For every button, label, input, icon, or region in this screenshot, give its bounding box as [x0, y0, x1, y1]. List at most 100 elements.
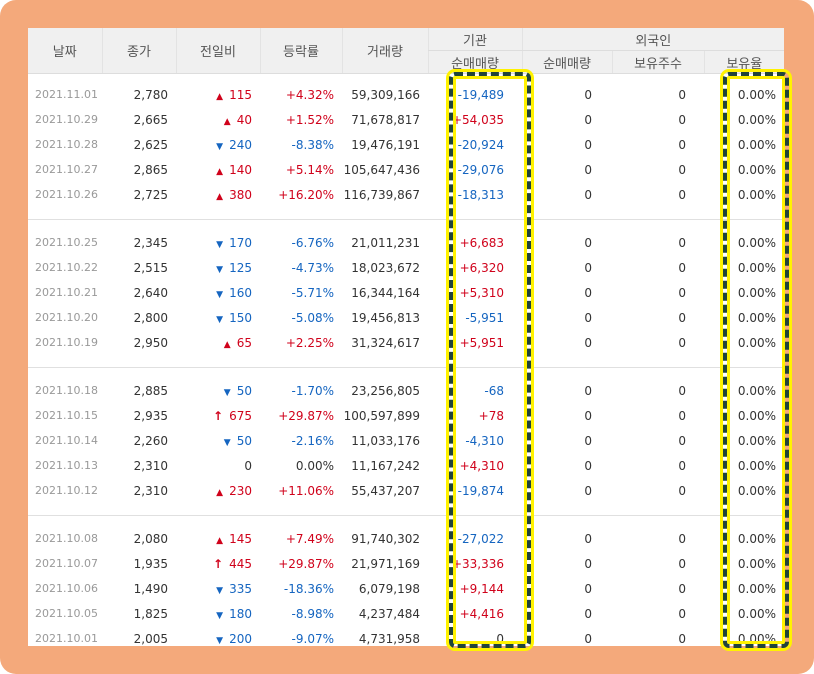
- table-row: 2021.10.01 2,005 ▼ 200 -9.07% 4,731,958 0 0 0 0.0…: [28, 626, 784, 646]
- header-foreign-ratio[interactable]: 보유율: [703, 50, 784, 74]
- cell-change-value: 50: [236, 433, 252, 448]
- cell-rate: +2.25%: [285, 335, 334, 350]
- header-foreign-shares[interactable]: 보유주수: [611, 50, 704, 74]
- cell-volume: 23,256,805: [351, 383, 420, 398]
- cell-rate: +11.06%: [278, 483, 334, 498]
- cell-foreign-ratio: 0.00%: [737, 285, 777, 300]
- triangle-up-icon: ▲: [216, 191, 224, 202]
- cell-foreign-net: 0: [584, 112, 592, 127]
- group-divider: [28, 355, 784, 368]
- cell-rate: -9.07%: [291, 631, 334, 646]
- cell-volume: 91,740,302: [351, 531, 420, 546]
- cell-foreign-shares: 0: [678, 631, 686, 646]
- header-rate[interactable]: 등락률: [259, 28, 342, 74]
- cell-change: ▼ 170: [176, 230, 260, 255]
- cell-foreign-ratio: 0.00%: [737, 483, 777, 498]
- table-row: 2021.11.01 2,780 ▲ 115 +4.32% 59,309,166 -19,4…: [28, 82, 784, 107]
- cell-volume: 18,023,672: [351, 260, 420, 275]
- cell-volume: 21,971,169: [351, 556, 420, 571]
- cell-institution-net: +33,336: [451, 556, 504, 571]
- cell-date: 2021.10.15: [35, 409, 98, 422]
- cell-change-value: 125: [229, 260, 252, 275]
- triangle-down-icon: ▼: [216, 264, 224, 275]
- cell-foreign-ratio: 0.00%: [737, 606, 777, 621]
- cell-foreign-ratio: 0.00%: [737, 631, 777, 646]
- cell-institution-net: +4,310: [459, 458, 504, 473]
- cell-institution-net: +5,951: [459, 335, 504, 350]
- cell-date: 2021.10.22: [35, 261, 98, 274]
- cell-change-value: 115: [229, 87, 252, 102]
- header-institution-net[interactable]: 순매매량: [427, 50, 522, 74]
- cell-close: 2,665: [133, 112, 168, 127]
- table-row: 2021.10.08 2,080 ▲ 145 +7.49% 91,740,302 -27,0…: [28, 526, 784, 551]
- table-row: 2021.10.28 2,625 ▼ 240 -8.38% 19,476,191 -20,9…: [28, 132, 784, 157]
- cell-foreign-shares: 0: [678, 260, 686, 275]
- cell-change: ▼ 200: [176, 626, 260, 646]
- cell-foreign-ratio: 0.00%: [737, 458, 777, 473]
- cell-date: 2021.10.26: [35, 188, 98, 201]
- upper-limit-arrow-icon: ↑: [213, 556, 224, 571]
- cell-change: ▼ 160: [176, 280, 260, 305]
- cell-change: ▲ 145: [176, 526, 260, 551]
- cell-foreign-ratio: 0.00%: [737, 260, 777, 275]
- header-change[interactable]: 전일비: [175, 28, 260, 74]
- cell-institution-net: +6,320: [459, 260, 504, 275]
- cell-change: ▼ 50: [176, 428, 260, 453]
- cell-close: 1,825: [133, 606, 168, 621]
- cell-change-value: 150: [229, 310, 252, 325]
- cell-institution-net: +78: [478, 408, 504, 423]
- header-foreign-net[interactable]: 순매매량: [521, 50, 612, 74]
- cell-foreign-net: 0: [584, 483, 592, 498]
- cell-institution-net: +6,683: [459, 235, 504, 250]
- table-row: 2021.10.26 2,725 ▲ 380 +16.20% 116,739,867 -18…: [28, 182, 784, 207]
- cell-change: ▼ 125: [176, 255, 260, 280]
- cell-volume: 55,437,207: [351, 483, 420, 498]
- triangle-up-icon: ▲: [216, 91, 224, 102]
- cell-close: 1,490: [133, 581, 168, 596]
- cell-foreign-ratio: 0.00%: [737, 581, 777, 596]
- header-date[interactable]: 날짜: [28, 28, 102, 74]
- cell-volume: 105,647,436: [343, 162, 420, 177]
- cell-foreign-ratio: 0.00%: [737, 556, 777, 571]
- table-row: 2021.10.29 2,665 ▲ 40 +1.52% 71,678,817 +54,03…: [28, 107, 784, 132]
- cell-change-value: 160: [229, 285, 252, 300]
- cell-volume: 100,597,899: [343, 408, 420, 423]
- cell-date: 2021.10.07: [35, 557, 98, 570]
- cell-change: ▲ 140: [176, 157, 260, 182]
- cell-foreign-shares: 0: [678, 556, 686, 571]
- cell-change-value: 380: [229, 187, 252, 202]
- cell-institution-net: -18,313: [457, 187, 504, 202]
- cell-foreign-ratio: 0.00%: [737, 162, 777, 177]
- cell-change-value: 170: [229, 235, 252, 250]
- triangle-up-icon: ▲: [223, 339, 231, 350]
- cell-foreign-net: 0: [584, 310, 592, 325]
- triangle-down-icon: ▼: [216, 141, 224, 152]
- cell-institution-net: -19,489: [457, 87, 504, 102]
- table-row: 2021.10.27 2,865 ▲ 140 +5.14% 105,647,436 -29,…: [28, 157, 784, 182]
- cell-change: ▼ 335: [176, 576, 260, 601]
- cell-foreign-shares: 0: [678, 335, 686, 350]
- cell-volume: 11,167,242: [351, 458, 420, 473]
- cell-institution-net: +9,144: [459, 581, 504, 596]
- cell-foreign-shares: 0: [678, 87, 686, 102]
- cell-foreign-shares: 0: [678, 383, 686, 398]
- cell-foreign-shares: 0: [678, 162, 686, 177]
- cell-foreign-shares: 0: [678, 531, 686, 546]
- cell-foreign-shares: 0: [678, 581, 686, 596]
- table-body: 2021.11.01 2,780 ▲ 115 +4.32% 59,309,166 -19,4…: [28, 74, 784, 647]
- cell-volume: 19,476,191: [351, 137, 420, 152]
- cell-foreign-shares: 0: [678, 137, 686, 152]
- cell-change-value: 335: [229, 581, 252, 596]
- cell-change: ▲ 65: [176, 330, 260, 355]
- header-close[interactable]: 종가: [101, 28, 176, 74]
- cell-change-value: 180: [229, 606, 252, 621]
- header-foreign: 외국인: [521, 28, 784, 51]
- cell-foreign-net: 0: [584, 631, 592, 646]
- cell-date: 2021.10.19: [35, 336, 98, 349]
- cell-change: ▼ 240: [176, 132, 260, 157]
- cell-close: 2,080: [133, 531, 168, 546]
- cell-close: 2,780: [133, 87, 168, 102]
- header-volume[interactable]: 거래량: [341, 28, 428, 74]
- cell-date: 2021.10.06: [35, 582, 98, 595]
- cell-change: ▼ 150: [176, 305, 260, 330]
